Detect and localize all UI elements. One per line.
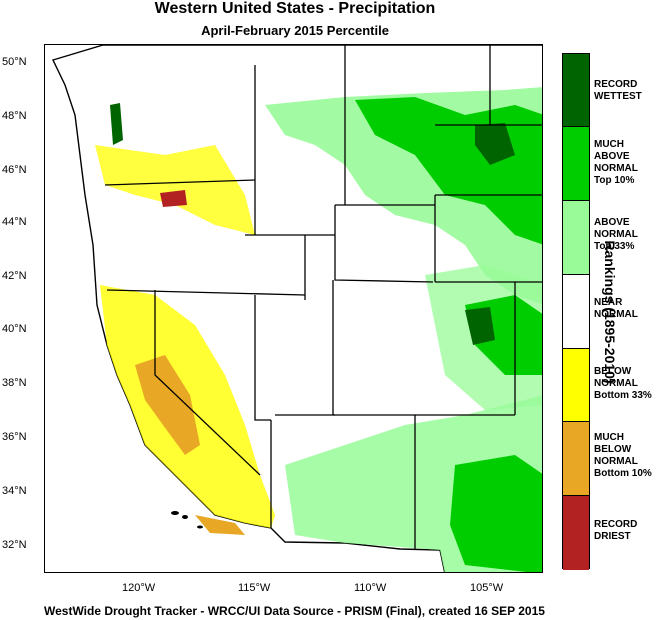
lat-label-40: 40°N — [2, 323, 27, 335]
channel-islands — [171, 511, 203, 529]
much-dry-ca — [135, 355, 200, 455]
legend-label-near: NEAR NORMAL — [594, 297, 638, 320]
legend-swatch-much-below — [563, 422, 589, 496]
legend-label-record-wettest: RECORD WETTEST — [594, 79, 642, 102]
much-wet-sw — [450, 455, 542, 572]
footer-credit: WestWide Drought Tracker - WRCC/UI Data … — [44, 604, 545, 618]
lon-label-110: 110°W — [354, 582, 387, 594]
legend-label-record-driest: RECORD DRIEST — [594, 519, 638, 542]
precip-map — [44, 44, 543, 573]
lat-label-46: 46°N — [2, 164, 27, 176]
much-dry-ca-south — [195, 515, 245, 535]
record-dry-or — [160, 190, 187, 207]
dry-region-north — [95, 145, 255, 235]
lat-label-50: 50°N — [2, 56, 27, 68]
lat-label-34: 34°N — [2, 485, 27, 497]
legend-swatch-record-wettest — [563, 54, 589, 127]
state-borders — [104, 45, 542, 550]
legend-swatch-much-above — [563, 127, 589, 201]
legend-label-much-below: MUCH BELOW NORMAL Bottom 10% — [594, 432, 652, 479]
map-canvas — [52, 45, 542, 572]
legend-label-much-above: MUCH ABOVE NORMAL Top 10% — [594, 139, 638, 186]
legend-swatch-above — [563, 201, 589, 275]
map-subtitle: April-February 2015 Percentile — [201, 23, 389, 38]
legend-bar — [562, 53, 590, 570]
lat-label-36: 36°N — [2, 431, 27, 443]
record-wet-wa — [110, 103, 123, 145]
legend-label-above: ABOVE NORMAL Top 33% — [594, 217, 638, 252]
lat-label-38: 38°N — [2, 377, 27, 389]
legend-title: Rankings (1895-2010) — [602, 240, 618, 384]
legend-label-below: BELOW NORMAL Bottom 33% — [594, 366, 652, 401]
lat-label-42: 42°N — [2, 270, 27, 282]
record-wet-co — [465, 307, 495, 345]
legend-swatch-record-driest — [563, 496, 589, 570]
record-wet-ne — [475, 123, 515, 165]
legend-swatch-below — [563, 349, 589, 422]
lat-label-48: 48°N — [2, 110, 27, 122]
lon-label-115: 115°W — [238, 582, 271, 594]
lat-label-44: 44°N — [2, 216, 27, 228]
map-title: Western United States - Precipitation — [154, 0, 436, 17]
lat-label-32: 32°N — [2, 539, 27, 551]
lon-label-105: 105°W — [470, 582, 504, 594]
legend-swatch-near — [563, 275, 589, 349]
lon-label-120: 120°W — [122, 582, 156, 594]
